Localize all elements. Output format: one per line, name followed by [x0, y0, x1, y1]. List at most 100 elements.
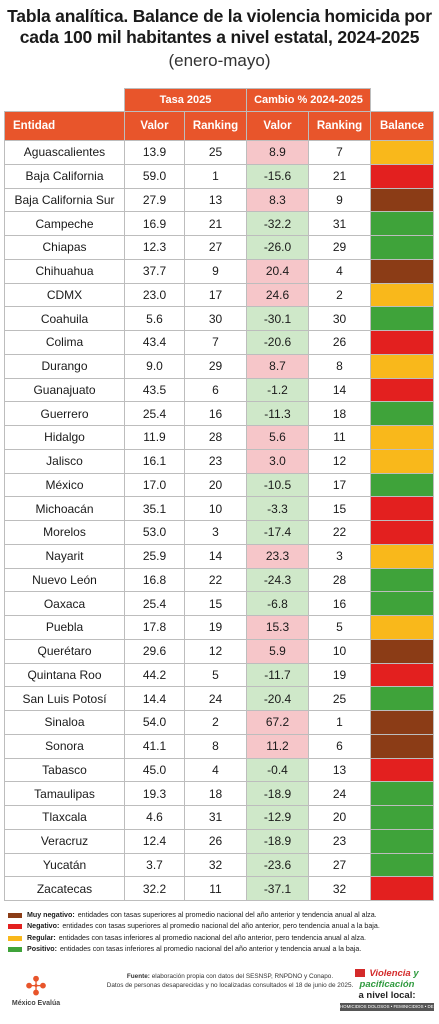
cell-tasa-ranking: 32 — [184, 852, 247, 878]
cell-cambio-valor: -18.9 — [246, 781, 309, 806]
legend-label: Positivo: — [27, 944, 57, 953]
cell-cambio-valor: -23.6 — [246, 852, 309, 878]
cell-cambio-ranking: 20 — [308, 805, 371, 830]
legend-label: Negativo: — [27, 922, 60, 931]
report-logo-line1a: Violencia — [369, 968, 411, 979]
report-logo-bar: HOMICIDIOS DOLOSOS • FEMINICIDIOS • DESA… — [340, 1003, 434, 1011]
column-header-entidad: Entidad — [4, 111, 125, 141]
cell-tasa-ranking: 19 — [184, 615, 247, 640]
cell-tasa-valor: 13.9 — [124, 140, 185, 165]
cell-cambio-ranking: 31 — [308, 211, 371, 236]
cell-balance-regular — [370, 353, 434, 379]
table-row: Quintana Roo 44.2 5 -11.7 19 — [4, 662, 434, 688]
cell-tasa-valor: 53.0 — [124, 520, 185, 545]
cell-tasa-ranking: 16 — [184, 401, 247, 426]
cell-tasa-valor: 43.4 — [124, 330, 185, 355]
cell-tasa-ranking: 10 — [184, 496, 247, 521]
cell-balance-regular — [370, 543, 434, 569]
cell-tasa-valor: 4.6 — [124, 805, 185, 830]
cell-cambio-valor: -11.3 — [246, 401, 309, 426]
cell-entidad: Yucatán — [4, 852, 125, 878]
cell-tasa-valor: 25.4 — [124, 591, 185, 616]
cell-balance-negativo — [370, 163, 434, 189]
cell-tasa-valor: 12.3 — [124, 235, 185, 260]
cell-cambio-valor: 15.3 — [246, 615, 309, 640]
cell-cambio-valor: -6.8 — [246, 591, 309, 616]
legend-text: entidades con tasas inferiores al promed… — [59, 944, 362, 953]
cell-cambio-ranking: 29 — [308, 235, 371, 260]
cell-tasa-ranking: 13 — [184, 187, 247, 213]
cell-cambio-ranking: 28 — [308, 567, 371, 593]
cell-entidad: Guanajuato — [4, 377, 125, 403]
cell-balance-regular — [370, 448, 434, 474]
cell-cambio-valor: -37.1 — [246, 876, 309, 901]
cell-cambio-valor: 3.0 — [246, 448, 309, 474]
table-row: Tlaxcala 4.6 31 -12.9 20 — [4, 805, 434, 830]
cell-cambio-valor: 5.6 — [246, 425, 309, 450]
cell-cambio-valor: -11.7 — [246, 662, 309, 688]
page-title: Tabla analítica. Balance de la violencia… — [7, 6, 432, 47]
cell-tasa-valor: 32.2 — [124, 876, 185, 901]
legend-text: entidades con tasas superiores al promed… — [62, 922, 380, 931]
cell-tasa-valor: 16.8 — [124, 567, 185, 593]
legend-swatch — [8, 924, 22, 930]
legend-item-negativo: Negativo: entidades con tasas superiores … — [8, 921, 380, 932]
cell-cambio-ranking: 22 — [308, 520, 371, 545]
table-row: Guerrero 25.4 16 -11.3 18 — [4, 401, 434, 426]
table-row: Zacatecas 32.2 11 -37.1 32 — [4, 876, 434, 901]
cell-tasa-ranking: 18 — [184, 781, 247, 806]
cell-cambio-valor: -12.9 — [246, 805, 309, 830]
cell-cambio-ranking: 11 — [308, 425, 371, 450]
cell-entidad: Nuevo León — [4, 567, 125, 593]
cell-cambio-valor: -3.3 — [246, 496, 309, 521]
cell-tasa-ranking: 15 — [184, 591, 247, 616]
cell-tasa-ranking: 27 — [184, 235, 247, 260]
cell-cambio-ranking: 5 — [308, 615, 371, 640]
cell-entidad: Zacatecas — [4, 876, 125, 901]
cell-entidad: Nayarit — [4, 543, 125, 569]
cell-balance-positivo — [370, 805, 434, 830]
table-row: Baja California 59.0 1 -15.6 21 — [4, 163, 434, 189]
cell-balance-negativo — [370, 496, 434, 521]
cell-cambio-ranking: 21 — [308, 163, 371, 189]
column-header-tasa-valor: Valor — [124, 111, 185, 141]
cell-tasa-valor: 59.0 — [124, 163, 185, 189]
cell-cambio-ranking: 6 — [308, 733, 371, 759]
cell-balance-positivo — [370, 781, 434, 806]
table-row: Morelos 53.0 3 -17.4 22 — [4, 520, 434, 545]
cell-tasa-valor: 5.6 — [124, 306, 185, 331]
analysis-table: Tasa 2025 Cambio % 2024-2025 Entidad Val… — [4, 88, 434, 901]
cell-cambio-valor: -18.9 — [246, 828, 309, 854]
table-row: Sonora 41.1 8 11.2 6 — [4, 733, 434, 759]
cell-cambio-ranking: 4 — [308, 258, 371, 284]
cell-entidad: Jalisco — [4, 448, 125, 474]
cell-tasa-ranking: 7 — [184, 330, 247, 355]
cell-cambio-valor: -30.1 — [246, 306, 309, 331]
table-row: Chihuahua 37.7 9 20.4 4 — [4, 258, 434, 284]
cell-cambio-ranking: 27 — [308, 852, 371, 878]
cell-cambio-valor: -20.4 — [246, 686, 309, 711]
cell-tasa-ranking: 17 — [184, 282, 247, 308]
cell-entidad: Tlaxcala — [4, 805, 125, 830]
cell-balance-negativo — [370, 330, 434, 355]
cell-balance-muy-negativo — [370, 187, 434, 213]
cell-tasa-valor: 29.6 — [124, 638, 185, 664]
cell-balance-regular — [370, 615, 434, 640]
legend-item-positivo: Positivo: entidades con tasas inferiores … — [8, 944, 380, 955]
cell-cambio-valor: 11.2 — [246, 733, 309, 759]
cell-tasa-valor: 14.4 — [124, 686, 185, 711]
cell-entidad: Chiapas — [4, 235, 125, 260]
cell-tasa-valor: 25.4 — [124, 401, 185, 426]
cell-tasa-valor: 54.0 — [124, 710, 185, 735]
legend-swatch — [8, 913, 22, 919]
cell-tasa-ranking: 11 — [184, 876, 247, 901]
cell-tasa-ranking: 31 — [184, 805, 247, 830]
cell-entidad: Tabasco — [4, 757, 125, 783]
cell-cambio-valor: -24.3 — [246, 567, 309, 593]
cell-tasa-ranking: 12 — [184, 638, 247, 664]
cell-tasa-valor: 19.3 — [124, 781, 185, 806]
table-row: Baja California Sur 27.9 13 8.3 9 — [4, 187, 434, 213]
table-row: Tamaulipas 19.3 18 -18.9 24 — [4, 781, 434, 806]
cell-cambio-ranking: 14 — [308, 377, 371, 403]
legend-item-regular: Regular: entidades con tasas inferiores a… — [8, 933, 380, 944]
